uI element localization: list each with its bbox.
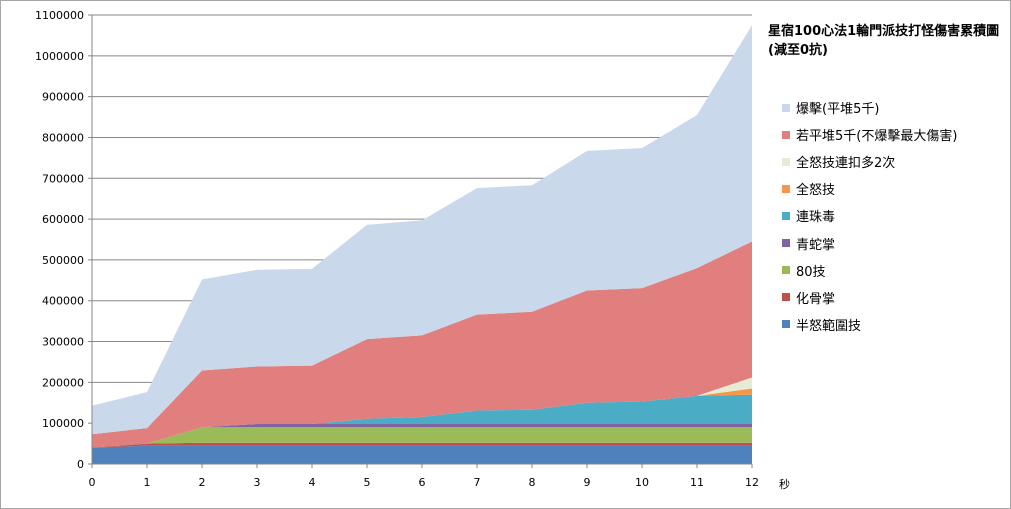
legend-label: 若平堆5千(不爆擊最大傷害) [796,129,958,145]
legend-item: 80技 [782,257,1007,284]
legend-item: 若平堆5千(不爆擊最大傷害) [782,121,1007,148]
legend-swatch [782,130,790,139]
x-tick-label: 6 [419,476,426,489]
y-tick-label: 1100000 [35,9,84,22]
legend-swatch [782,184,790,193]
x-tick-label: 5 [364,476,371,489]
x-axis-label: 秒 [779,477,790,491]
legend-item: 連珠毒 [782,202,1007,229]
legend-item: 半怒範圍技 [782,311,1007,338]
axes: 0 100000 200000 300000 400000 500000 600000 700… [35,9,759,489]
legend-label: 80技 [796,264,826,280]
legend-swatch [782,157,790,166]
y-tick-label: 200000 [42,376,84,389]
legend-swatch [782,103,790,112]
stacked-areas [92,25,752,464]
x-tick-label: 11 [690,476,704,489]
area-series-0 [92,445,752,464]
x-tick-label: 2 [199,476,206,489]
legend-label: 化骨掌 [796,291,836,307]
legend-swatch [782,293,790,302]
legend-swatch [782,239,790,248]
x-tick-label: 9 [584,476,591,489]
y-tick-label: 0 [77,458,84,471]
legend-item: 爆擊(平堆5千) [782,94,1007,121]
y-tick-label: 800000 [42,131,84,144]
legend: 爆擊(平堆5千) 若平堆5千(不爆擊最大傷害) 全怒技連扣多2次 全怒技連珠毒青蛇掌 8… [782,94,1007,338]
x-tick-label: 3 [254,476,261,489]
legend-label: 爆擊(平堆5千) [796,102,880,118]
legend-item: 青蛇掌 [782,229,1007,256]
legend-label: 半怒範圍技 [796,318,862,334]
y-tick-label: 100000 [42,417,84,430]
y-tick-label: 700000 [42,172,84,185]
x-tick-label: 8 [529,476,536,489]
x-tick-label: 0 [89,476,96,489]
x-tick-label: 12 [745,476,759,489]
legend-swatch [782,266,790,275]
x-tick-label: 4 [309,476,316,489]
y-tick-label: 400000 [42,295,84,308]
y-tick-label: 1000000 [35,50,84,63]
x-tick-label: 7 [474,476,481,489]
chart-title: 星宿100心法1輪門派技打怪傷害累積圖 (減至0抗) [768,24,1000,58]
x-tick-label: 1 [144,476,151,489]
area-series-7 [92,241,752,448]
area-series-4 [92,394,752,448]
y-tick-label: 600000 [42,213,84,226]
area-series-3 [92,424,752,448]
area-series-1 [92,442,752,448]
legend-label: 全怒技連扣多2次 [796,156,896,172]
legend-label: 全怒技 [796,183,836,199]
legend-label: 青蛇掌 [796,237,836,253]
legend-item: 全怒技連扣多2次 [782,148,1007,175]
legend-swatch [782,211,790,220]
y-tick-label: 300000 [42,336,84,349]
y-tick-label: 900000 [42,91,84,104]
legend-label: 連珠毒 [796,210,836,226]
legend-item: 化骨掌 [782,284,1007,311]
legend-item: 全怒技 [782,175,1007,202]
area-series-2 [92,427,752,448]
legend-swatch [782,320,790,329]
y-tick-label: 500000 [42,254,84,267]
area-series-8 [92,25,752,435]
x-tick-label: 10 [635,476,649,489]
